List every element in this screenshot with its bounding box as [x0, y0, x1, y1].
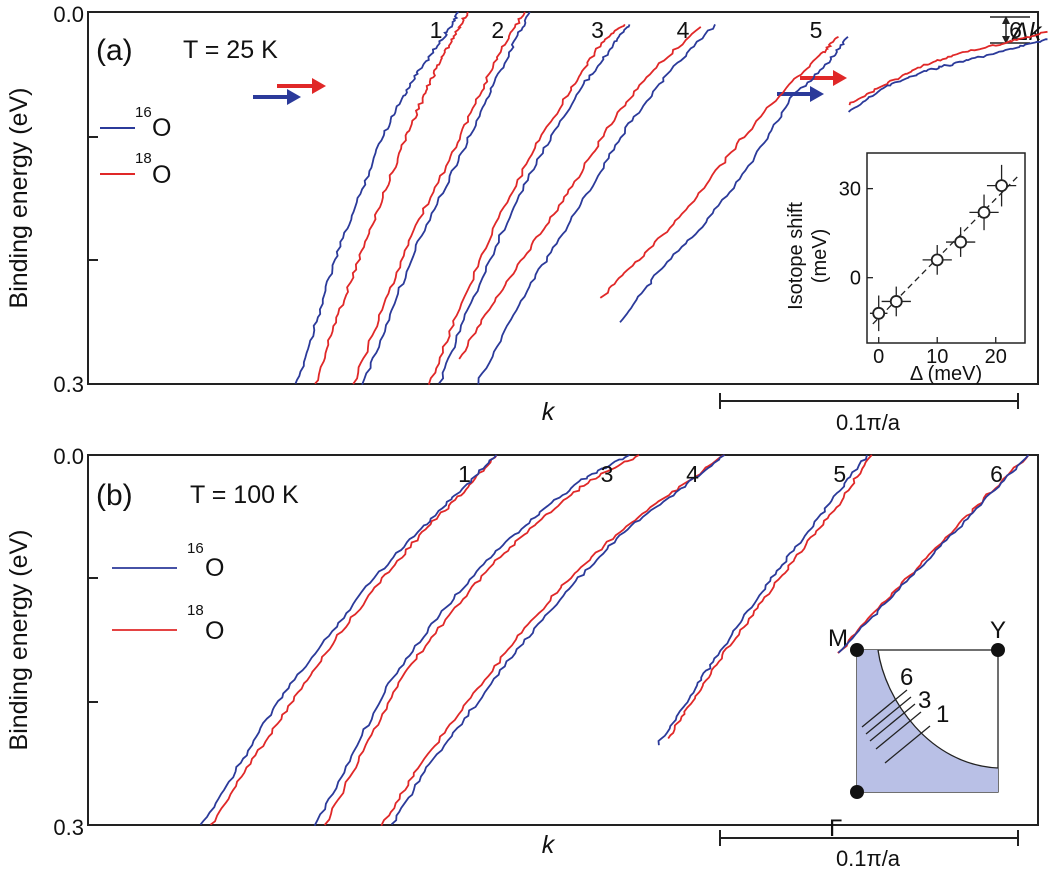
bz-cut-label-3: 3 — [918, 687, 931, 714]
curve-1-18O-b — [209, 454, 498, 826]
bz-cut-label-1: 1 — [936, 701, 949, 728]
curve-label-5-b: 5 — [833, 461, 846, 487]
curve-1-18O-a — [314, 11, 469, 385]
curve-3-16O-b — [313, 454, 630, 827]
curve-2-18O-a — [352, 11, 526, 385]
bz-point-Gamma — [850, 785, 864, 799]
bz-label-Gamma: Γ — [829, 815, 842, 842]
curve-3-16O-a — [438, 24, 631, 384]
inset-ylabel-line1: Isotope shift — [785, 202, 807, 310]
curve-label-4-a: 4 — [677, 17, 690, 43]
curve-label-3-a: 3 — [591, 17, 604, 43]
bz-point-Y — [991, 643, 1005, 657]
curve-label-4-b: 4 — [686, 461, 699, 487]
curve-1-16O-a — [294, 11, 460, 384]
bz-label-M: M — [828, 625, 848, 652]
delta-k-marker — [990, 16, 1030, 44]
panel-a-y-tick-top: 0.0 — [53, 2, 84, 27]
inset-y-tick-label: 30 — [839, 179, 861, 201]
legend-18O-mass-a: 18 — [135, 150, 152, 167]
curve-4-16O-a — [477, 24, 716, 385]
inset-x-tick-label: 10 — [926, 346, 948, 368]
bz-point-M — [850, 643, 864, 657]
curve-5-16O-b — [657, 454, 868, 746]
scale-bar-b-label: 0.1π/a — [836, 846, 901, 871]
curve-3-18O-a — [427, 23, 626, 385]
curve-5-18O-a — [599, 35, 839, 299]
curve-3-18O-b — [323, 454, 640, 826]
panel-b-frame — [87, 454, 1039, 826]
inset-ylabel-line2: (meV) — [809, 229, 831, 283]
inset-point — [977, 205, 991, 219]
curve-5-16O-a — [619, 36, 849, 323]
bz-cut-label-6: 6 — [900, 664, 913, 691]
curve-label-5-a: 5 — [810, 17, 823, 43]
curve-4-16O-b — [390, 454, 725, 826]
scale-bar-b — [719, 830, 1019, 846]
panel-a: 0.0 0.3 Binding energy (eV) k (a) T = 25… — [5, 2, 1048, 435]
legend-16O-element-b: O — [205, 554, 224, 582]
legend-18O-element-a: O — [152, 161, 171, 189]
scale-bar-a-label: 0.1π/a — [836, 410, 901, 435]
curve-5-18O-b — [667, 454, 873, 740]
curve-label-3-b: 3 — [601, 461, 614, 487]
inset-point — [889, 295, 903, 308]
panel-a-temperature: T = 25 K — [183, 36, 278, 64]
inset-point — [954, 235, 968, 249]
arrow-red-curve6 — [800, 70, 847, 86]
inset-point — [930, 253, 944, 267]
arrow-red-curve1 — [277, 78, 326, 94]
curve-label-6-a: 6 — [1009, 17, 1022, 43]
legend-16O-element-a: O — [152, 114, 171, 142]
curve-6-18O-a — [848, 30, 1048, 106]
legend-18O-mass-b: 18 — [187, 602, 204, 619]
inset-x-tick-label: 20 — [985, 346, 1007, 368]
panel-a-frame — [87, 11, 1039, 385]
curve-label-2-a: 2 — [491, 17, 504, 43]
panel-a-y-axis-label: Binding energy (eV) — [5, 88, 33, 309]
panel-b-temperature: T = 100 K — [190, 481, 299, 509]
legend-18O-element-b: O — [205, 617, 224, 645]
scale-bar-a — [719, 393, 1019, 409]
panel-b: 0.0 0.3 Binding energy (eV) k (b) T = 10… — [5, 444, 1039, 871]
inset-point — [995, 179, 1008, 193]
inset-point — [872, 306, 886, 320]
panel-b-x-axis-label: k — [542, 831, 556, 859]
curve-4-18O-b — [380, 454, 725, 826]
curve-6-16O-a — [848, 38, 1048, 113]
arrow-blue-curve1 — [253, 89, 301, 105]
curve-label-1-a: 1 — [430, 17, 443, 43]
bz-cuts — [861, 689, 931, 764]
curve-label-6-b: 6 — [990, 461, 1003, 487]
bz-fermi-contour — [877, 649, 999, 769]
panel-b-y-axis-label: Binding energy (eV) — [5, 530, 33, 751]
curve-6-16O-b — [837, 454, 1030, 654]
inset-y-tick-label: 0 — [850, 268, 861, 290]
panel-a-label: (a) — [96, 34, 133, 67]
panel-b-label: (b) — [96, 479, 133, 512]
curve-1-16O-b — [199, 454, 498, 826]
panel-a-y-tick-bottom: 0.3 — [53, 372, 84, 397]
inset-brillouin-zone: M Y Γ 6 3 1 — [828, 617, 1006, 842]
legend-16O-mass-b: 16 — [187, 540, 204, 557]
panel-a-x-axis-label: k — [542, 398, 556, 426]
inset-isotope-shift: Isotope shift (meV) Δ (meV) 0 10 20 0 30 — [785, 152, 1026, 385]
panel-b-y-tick-bottom: 0.3 — [53, 815, 84, 840]
panel-b-y-tick-top: 0.0 — [53, 444, 84, 469]
curve-4-18O-a — [458, 26, 702, 360]
inset-xlabel: Δ (meV) — [910, 363, 982, 385]
curve-label-1-b: 1 — [458, 461, 471, 487]
bz-label-Y: Y — [990, 617, 1006, 644]
legend-16O-mass-a: 16 — [135, 104, 152, 121]
inset-x-tick-label: 0 — [873, 346, 884, 368]
curve-2-16O-a — [361, 11, 531, 386]
